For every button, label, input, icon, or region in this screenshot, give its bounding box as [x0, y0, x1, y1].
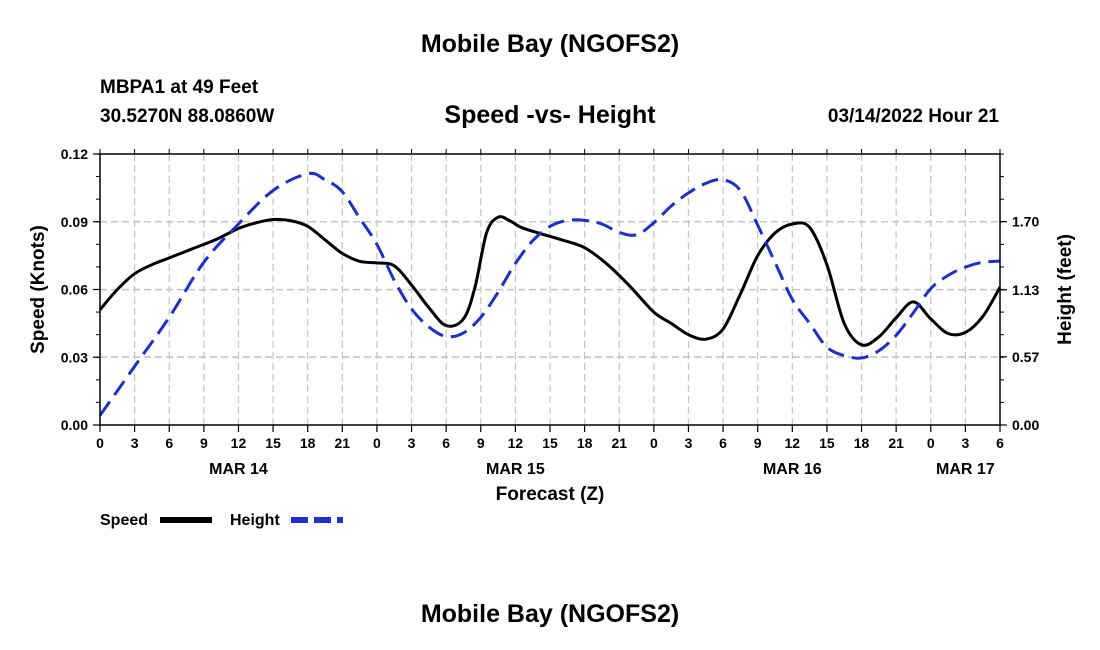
y-tick-label-right: 1.70: [1012, 214, 1039, 230]
y-tick-label-right: 0.00: [1012, 417, 1039, 433]
x-tick-label: 9: [200, 435, 208, 451]
y-tick-label-right: 1.13: [1012, 282, 1039, 298]
x-tick-label: 6: [719, 435, 727, 451]
series-layer: [98, 171, 1002, 417]
x-date-label: MAR 15: [486, 461, 545, 478]
station-coordinates: 30.5270N 88.0860W: [100, 106, 275, 127]
x-tick-label: 9: [477, 435, 485, 451]
y-tick-label-left: 0.00: [61, 417, 88, 433]
x-tick-label: 6: [442, 435, 450, 451]
y-tick-label-left: 0.03: [61, 349, 88, 365]
station-label: MBPA1 at 49 Feet: [100, 77, 259, 98]
chart-main-title: Mobile Bay (NGOFS2): [420, 30, 680, 58]
x-tick-label: 3: [685, 435, 693, 451]
x-tick-label: 3: [961, 435, 969, 451]
x-tick-label: 3: [408, 435, 416, 451]
x-tick-label: 0: [373, 435, 381, 451]
forecast-timestamp: 03/14/2022 Hour 21: [827, 106, 999, 127]
x-tick-label: 15: [265, 435, 281, 451]
y-tick-label-left: 0.09: [61, 214, 88, 230]
x-tick-label: 3: [131, 435, 139, 451]
x-tick-label: 21: [335, 435, 351, 451]
x-tick-label: 6: [165, 435, 173, 451]
y-tick-label-left: 0.06: [61, 282, 88, 298]
legend: Speed Height: [100, 512, 343, 529]
x-tick-label: 6: [996, 435, 1004, 451]
legend-speed-label: Speed: [100, 512, 148, 529]
x-tick-label: 12: [231, 435, 247, 451]
x-tick-label: 0: [927, 435, 935, 451]
series-line-speed: [98, 215, 1002, 347]
x-tick-label: 18: [854, 435, 870, 451]
x-tick-label: 0: [650, 435, 658, 451]
grid-lines: [100, 154, 1000, 425]
x-tick-label: 12: [508, 435, 524, 451]
chart-subtitle: Speed -vs- Height: [444, 101, 656, 129]
x-tick-label: 15: [819, 435, 835, 451]
legend-height-label: Height: [230, 512, 280, 529]
axes: 0 3 6 9 12 15 18 21 0 3 6 9 12 15 18 21 0 3 6 9 12 15 18 21 0 3 6M…: [61, 146, 1040, 478]
x-tick-label: 9: [754, 435, 762, 451]
y-axis-title-left: Speed (Knots): [28, 225, 49, 354]
x-date-label: MAR 14: [209, 461, 268, 478]
x-tick-label: 18: [577, 435, 593, 451]
x-axis-title: Forecast (Z): [496, 484, 605, 505]
x-tick-label: 21: [611, 435, 627, 451]
x-tick-label: 18: [300, 435, 316, 451]
x-tick-label: 12: [785, 435, 801, 451]
x-tick-label: 0: [96, 435, 104, 451]
x-date-label: MAR 16: [763, 461, 822, 478]
series-line-height: [98, 171, 1001, 417]
y-axis-title-right: Height (feet): [1055, 234, 1076, 345]
y-tick-label-left: 0.12: [61, 146, 88, 162]
footer-title: Mobile Bay (NGOFS2): [420, 600, 680, 628]
x-date-label: MAR 17: [936, 461, 995, 478]
x-tick-label: 21: [888, 435, 904, 451]
y-tick-label-right: 0.57: [1012, 349, 1039, 365]
x-tick-label: 15: [542, 435, 558, 451]
